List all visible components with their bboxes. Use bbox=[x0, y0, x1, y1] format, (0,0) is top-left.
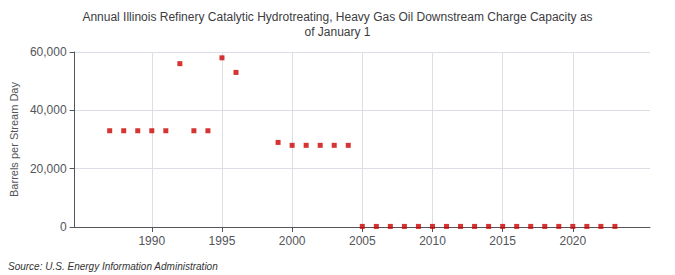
svg-text:40,000: 40,000 bbox=[30, 103, 67, 117]
svg-text:2005: 2005 bbox=[349, 234, 376, 248]
svg-text:60,000: 60,000 bbox=[30, 45, 67, 59]
svg-text:2020: 2020 bbox=[559, 234, 586, 248]
svg-text:1995: 1995 bbox=[209, 234, 236, 248]
svg-text:2010: 2010 bbox=[419, 234, 446, 248]
svg-text:of January 1: of January 1 bbox=[304, 25, 370, 39]
svg-text:1990: 1990 bbox=[138, 234, 165, 248]
svg-text:Barrels per Stream Day: Barrels per Stream Day bbox=[8, 82, 20, 197]
svg-text:2015: 2015 bbox=[489, 234, 516, 248]
svg-text:0: 0 bbox=[60, 220, 67, 234]
svg-text:20,000: 20,000 bbox=[30, 162, 67, 176]
svg-text:Annual Illinois Refinery Catal: Annual Illinois Refinery Catalytic Hydro… bbox=[82, 10, 592, 24]
svg-text:Source: U.S. Energy Informatio: Source: U.S. Energy Information Administ… bbox=[8, 261, 218, 272]
svg-text:2000: 2000 bbox=[279, 234, 306, 248]
